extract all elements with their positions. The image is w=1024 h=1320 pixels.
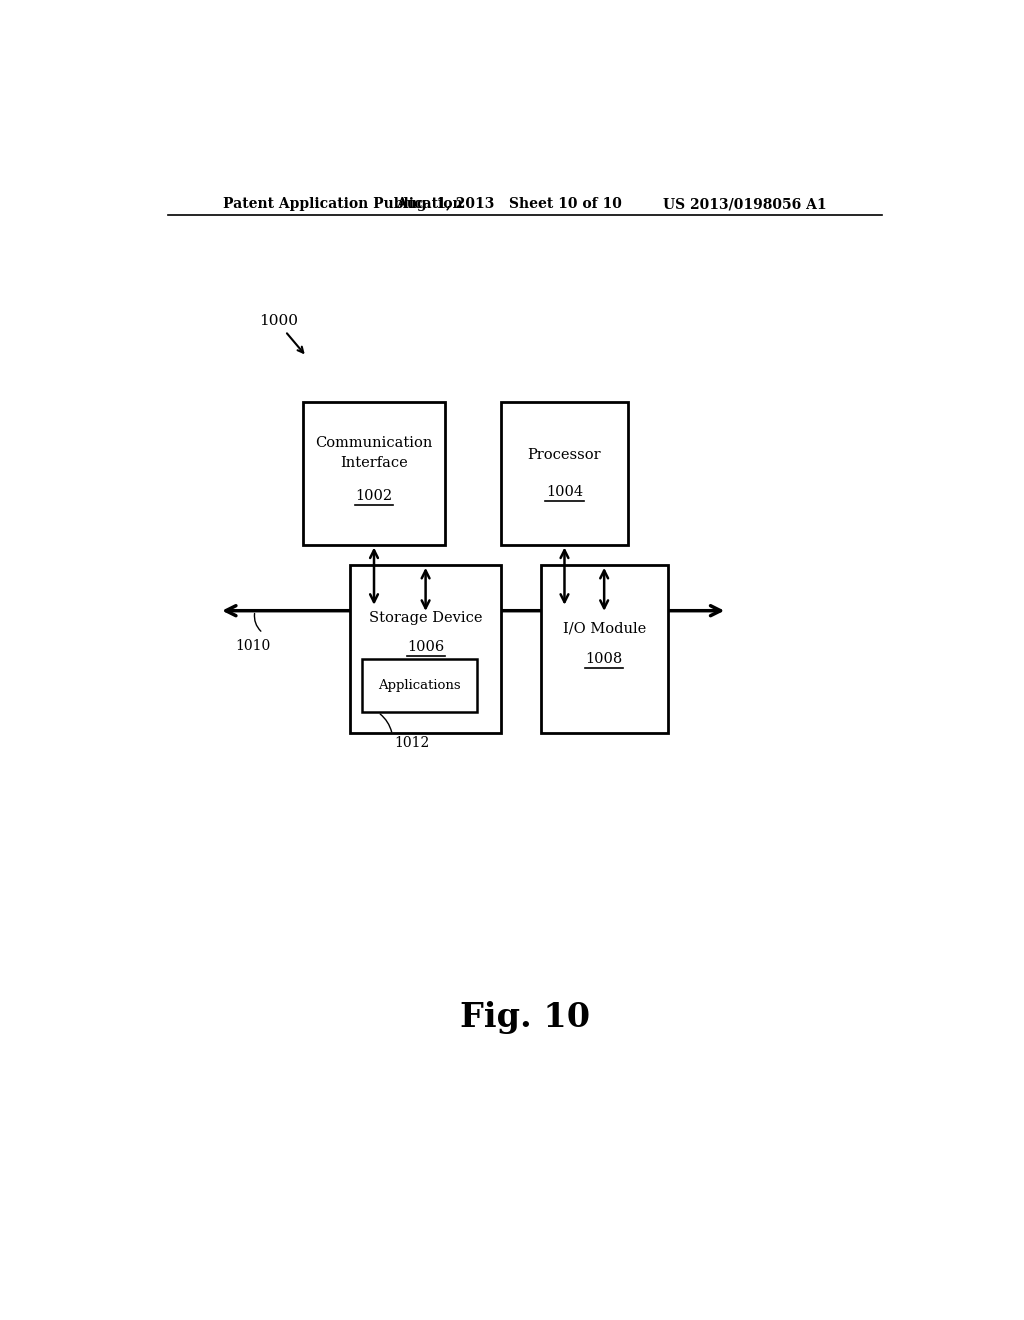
Text: Applications: Applications [378,680,461,693]
Text: 1006: 1006 [407,640,444,653]
FancyBboxPatch shape [362,660,477,713]
Text: Storage Device: Storage Device [369,611,482,626]
FancyBboxPatch shape [501,403,628,545]
Text: US 2013/0198056 A1: US 2013/0198056 A1 [663,197,826,211]
Text: 1004: 1004 [546,484,583,499]
Text: Patent Application Publication: Patent Application Publication [223,197,463,211]
Text: Interface: Interface [340,457,408,470]
FancyBboxPatch shape [303,403,445,545]
Text: 1008: 1008 [586,652,623,667]
Text: Fig. 10: Fig. 10 [460,1001,590,1034]
Text: 1000: 1000 [259,314,298,329]
Text: 1010: 1010 [236,639,270,653]
Text: I/O Module: I/O Module [562,622,646,635]
Text: Processor: Processor [527,449,601,462]
Text: Aug. 1, 2013   Sheet 10 of 10: Aug. 1, 2013 Sheet 10 of 10 [396,197,622,211]
Text: 1012: 1012 [394,735,429,750]
FancyBboxPatch shape [541,565,668,733]
Text: Communication: Communication [315,436,433,450]
FancyBboxPatch shape [350,565,501,733]
Text: 1002: 1002 [355,488,392,503]
